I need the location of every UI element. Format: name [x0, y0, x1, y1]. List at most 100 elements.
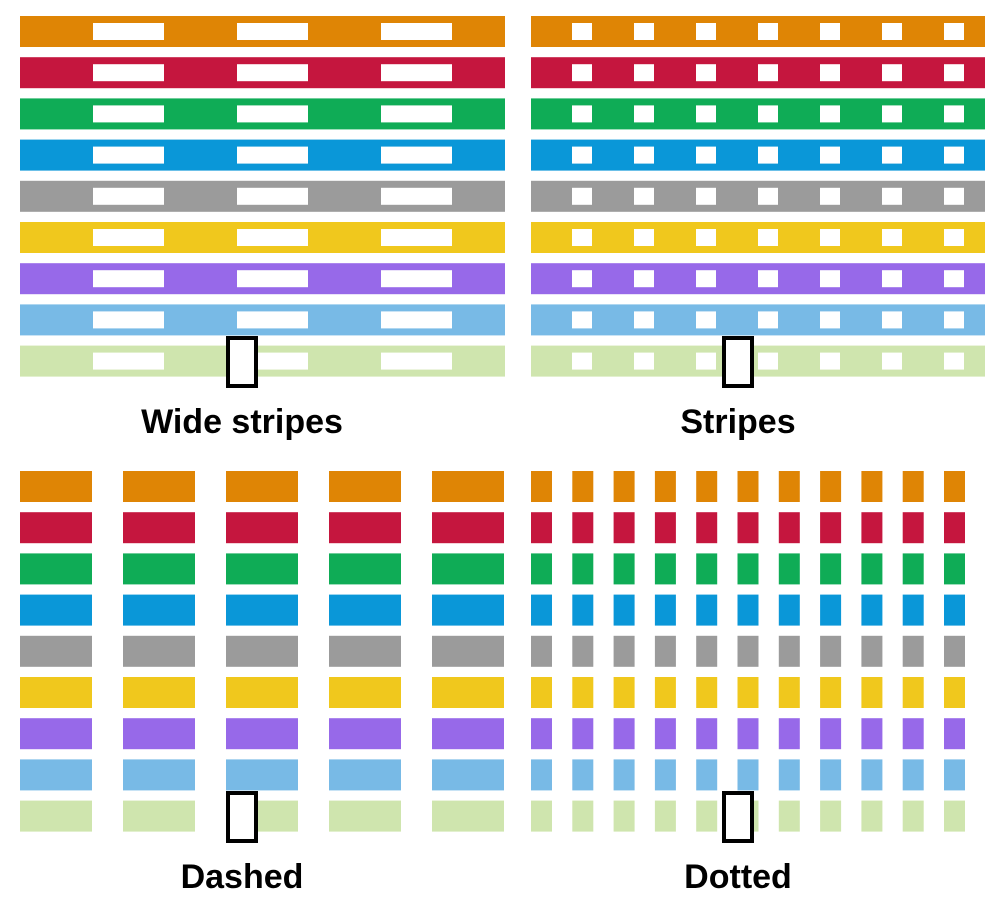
wide-stripe-gap	[237, 187, 308, 205]
dot-segment	[572, 718, 594, 750]
dot-segment	[944, 512, 965, 544]
wide-stripe-row-2	[20, 57, 505, 89]
stripe-gap	[634, 270, 654, 288]
dot-segment	[613, 759, 635, 791]
dot-segment	[902, 512, 924, 544]
dot-row-6	[531, 677, 965, 708]
dot-segment	[737, 471, 759, 502]
stripe-gap	[944, 187, 964, 205]
wide-stripe-row-3	[20, 98, 505, 130]
stripe-gap	[820, 146, 840, 164]
dot-segment	[531, 800, 552, 832]
wide-stripe-gap	[93, 352, 164, 370]
dot-segment	[861, 553, 883, 585]
dot-segment	[861, 718, 883, 750]
panel-wide-stripes	[20, 16, 505, 377]
dash-segment	[329, 635, 401, 667]
dot-segment	[944, 800, 965, 832]
dot-segment	[696, 677, 718, 708]
dot-segment	[944, 677, 965, 708]
stripe-gap	[820, 229, 840, 246]
wide-stripe-row-8	[20, 304, 505, 336]
dash-row-5	[20, 635, 504, 667]
stripe-gap	[944, 229, 964, 246]
dot-segment	[613, 553, 635, 585]
dash-segment	[329, 759, 401, 791]
dot-segment	[820, 800, 842, 832]
dash-segment	[20, 718, 92, 750]
panel-dashed	[20, 471, 504, 832]
dash-segment	[329, 594, 401, 626]
dot-segment	[737, 677, 759, 708]
dot-segment	[944, 635, 965, 667]
dot-segment	[820, 512, 842, 544]
dot-segment	[572, 677, 594, 708]
dot-segment	[902, 718, 924, 750]
stripe-gap	[572, 229, 592, 246]
wide-stripe-gap	[237, 146, 308, 164]
stripe-row-7	[531, 263, 985, 295]
stripe-gap	[882, 229, 902, 246]
dash-segment	[123, 718, 195, 750]
dot-segment	[944, 553, 965, 585]
dash-segment	[226, 759, 298, 791]
marker-wide-stripes	[226, 336, 258, 388]
stripe-gap	[820, 105, 840, 123]
dot-segment	[696, 635, 718, 667]
dot-segment	[654, 759, 676, 791]
stripe-gap	[820, 270, 840, 288]
stripe-gap	[758, 270, 778, 288]
dot-segment	[902, 800, 924, 832]
wide-stripe-gap	[237, 270, 308, 288]
dot-segment	[778, 800, 800, 832]
wide-stripe-gap	[381, 146, 452, 164]
dot-row-2	[531, 512, 965, 544]
marker-dashed	[226, 791, 258, 843]
dash-segment	[329, 512, 401, 544]
dot-segment	[778, 677, 800, 708]
dot-segment	[613, 677, 635, 708]
dash-segment	[20, 512, 92, 544]
dot-segment	[861, 677, 883, 708]
wide-stripe-gap	[93, 146, 164, 164]
dot-segment	[654, 677, 676, 708]
wide-stripe-row-1	[20, 16, 505, 47]
dash-segment	[432, 718, 504, 750]
wide-stripe-gap	[237, 105, 308, 123]
dash-segment	[20, 553, 92, 585]
stripe-row-4	[531, 139, 985, 171]
stripe-gap	[572, 187, 592, 205]
dash-segment	[20, 759, 92, 791]
dot-row-1	[531, 471, 965, 502]
dot-segment	[654, 553, 676, 585]
wide-stripe-row-5	[20, 180, 505, 212]
dot-row-4	[531, 594, 965, 626]
dash-segment	[432, 594, 504, 626]
stripe-gap	[572, 146, 592, 164]
dot-segment	[531, 471, 552, 502]
stripe-gap	[758, 311, 778, 329]
stripe-gap	[696, 187, 716, 205]
dash-row-4	[20, 594, 504, 626]
dash-segment	[226, 635, 298, 667]
marker-stripes	[722, 336, 754, 388]
dash-segment	[123, 800, 195, 832]
wide-stripe-gap	[381, 229, 452, 246]
dot-segment	[572, 471, 594, 502]
wide-stripe-row-6	[20, 222, 505, 253]
dot-segment	[820, 553, 842, 585]
wide-stripe-gap	[237, 229, 308, 246]
stripe-gap	[882, 187, 902, 205]
panel-dotted	[531, 471, 965, 832]
stripe-gap	[572, 105, 592, 123]
stripe-gap	[634, 146, 654, 164]
wide-stripe-row-9	[20, 345, 505, 377]
dash-segment	[20, 635, 92, 667]
stripe-gap	[944, 146, 964, 164]
stripe-row-3	[531, 98, 985, 130]
stripe-row-1	[531, 16, 985, 47]
dot-segment	[696, 553, 718, 585]
stripe-gap	[634, 23, 654, 40]
dash-segment	[20, 677, 92, 708]
stripe-gap	[696, 146, 716, 164]
